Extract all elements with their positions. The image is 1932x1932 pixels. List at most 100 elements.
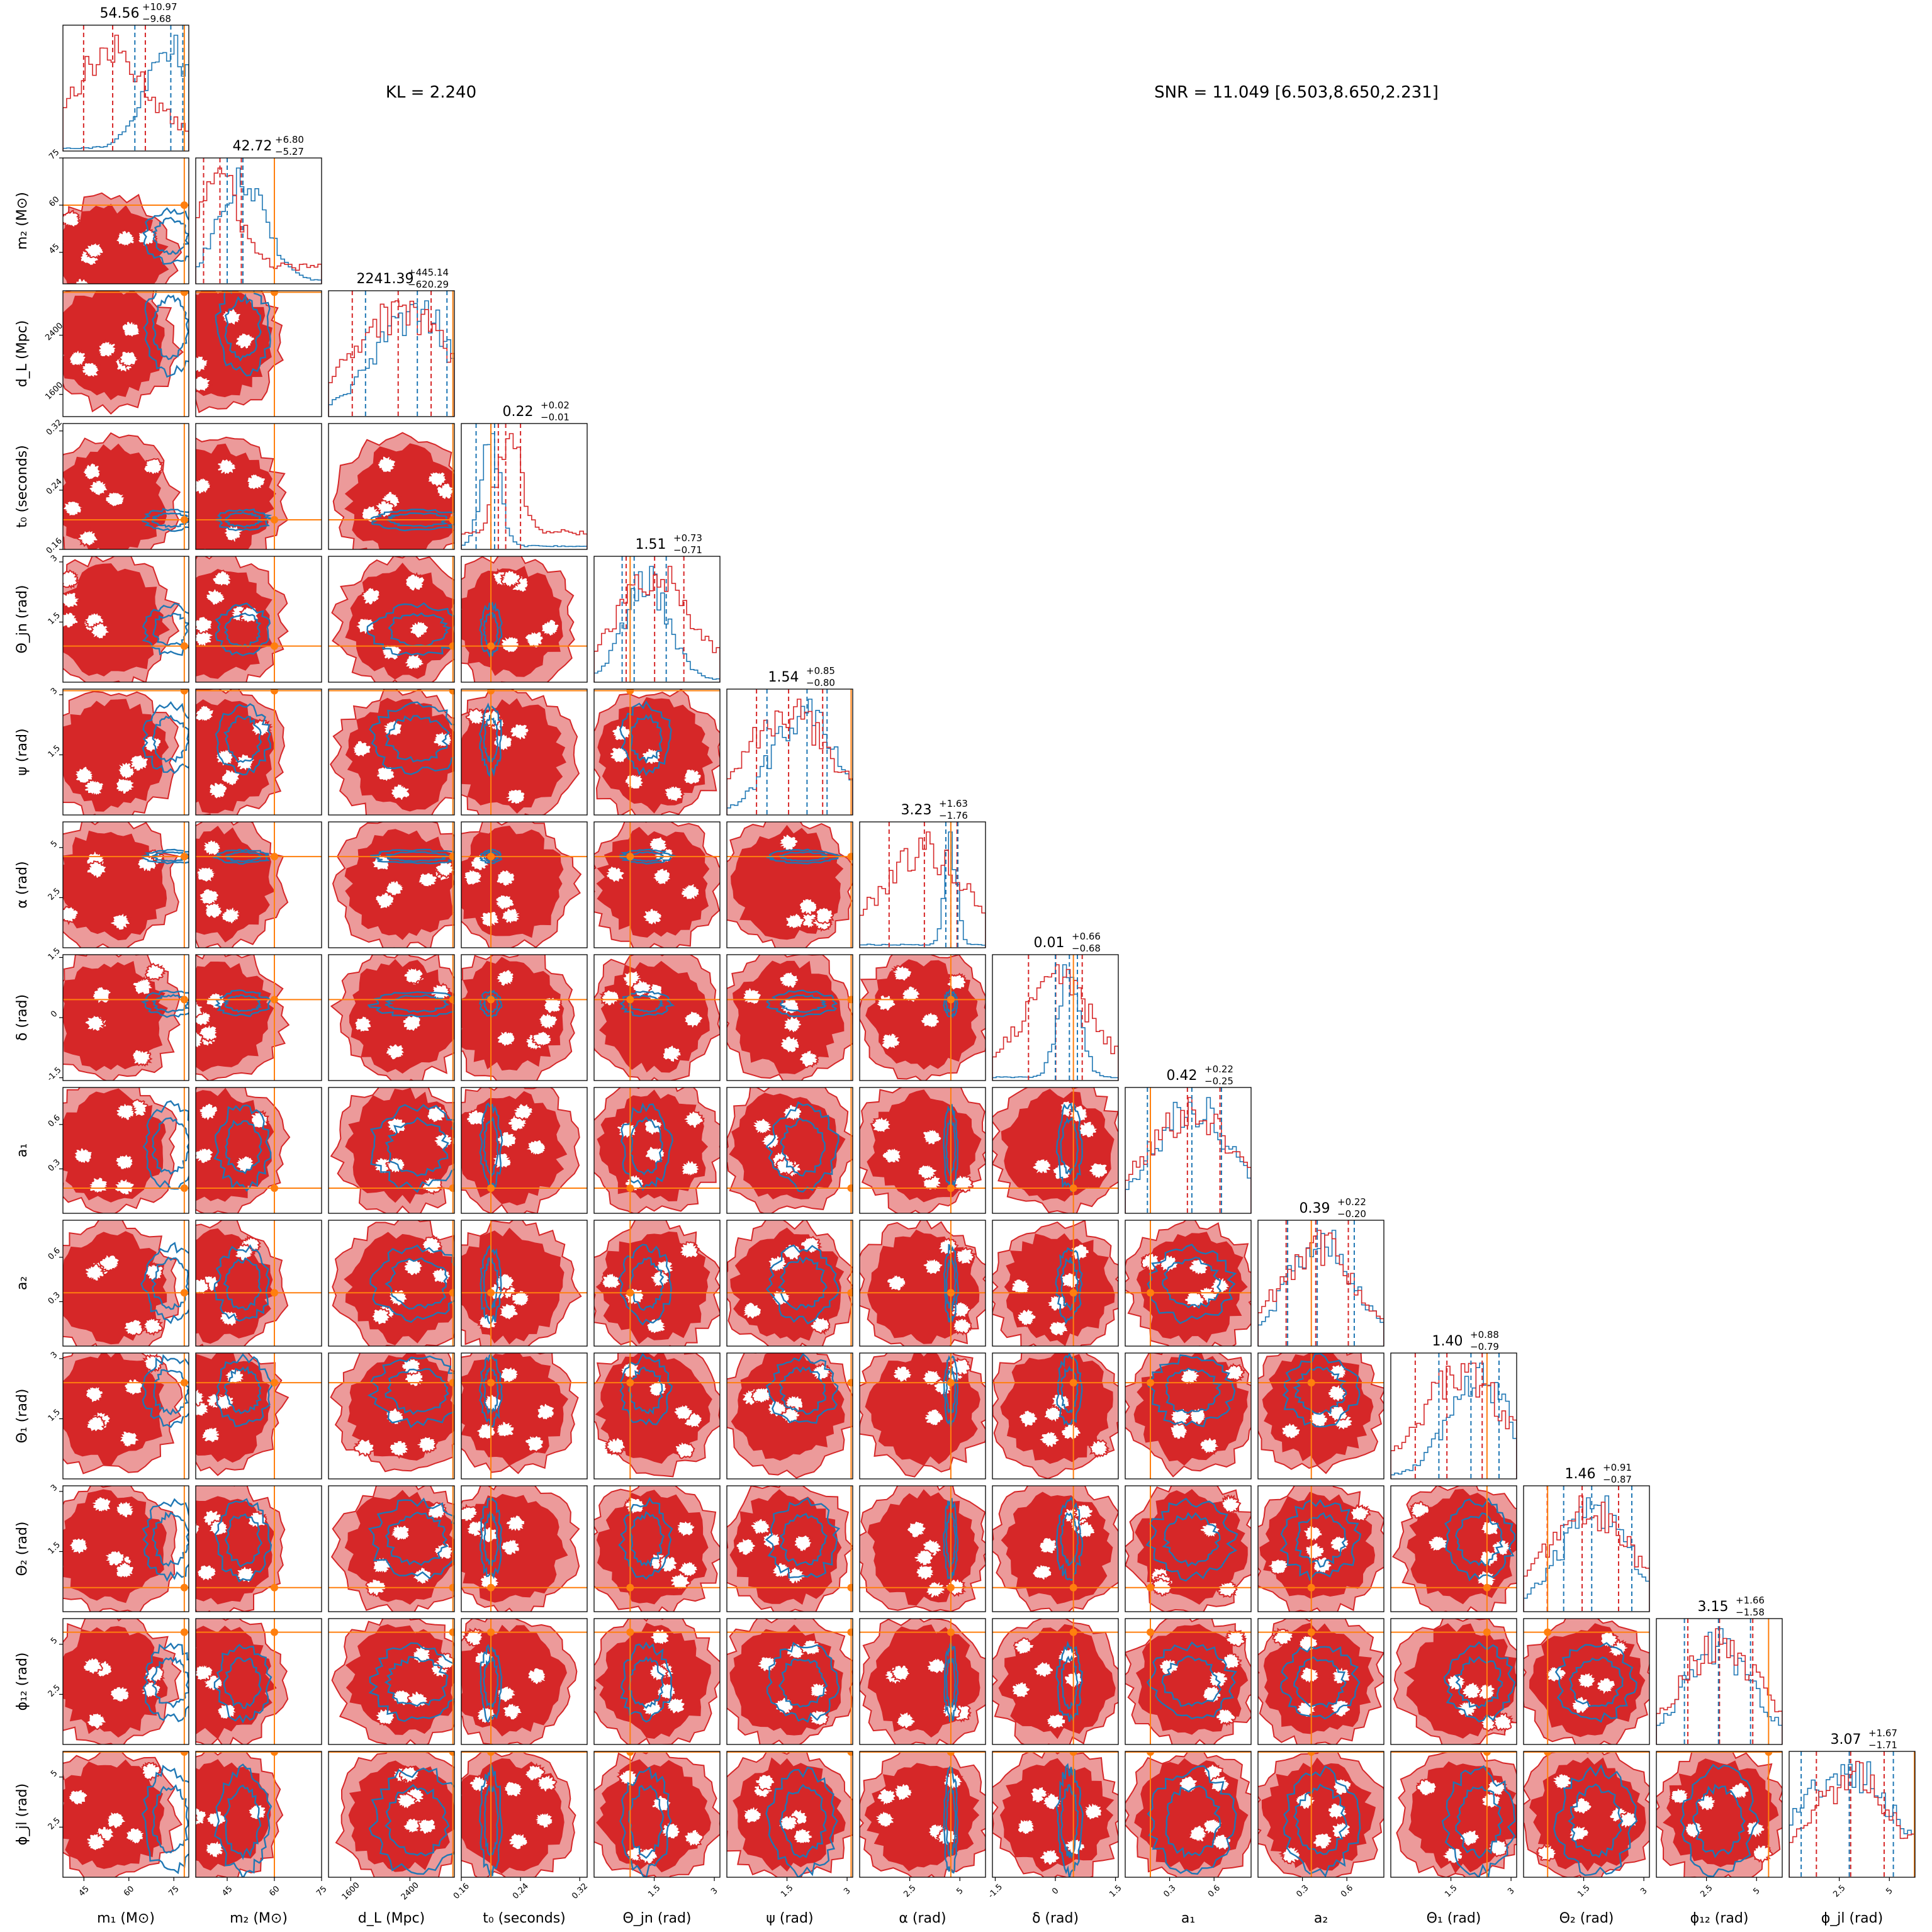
red-contour-hole (741, 986, 763, 1006)
truth-marker (1307, 1628, 1315, 1636)
panel-content (63, 291, 189, 417)
red-histogram (1258, 1230, 1384, 1346)
red-contour-hole (874, 994, 897, 1013)
truth-marker (847, 1583, 853, 1592)
red-contour-hole (1427, 1533, 1449, 1553)
truth-marker (449, 1379, 454, 1387)
red-histogram (1789, 1761, 1915, 1877)
blue-contour-outer (213, 1763, 272, 1877)
truth-marker (1544, 1751, 1552, 1756)
panel-10-8 (1125, 1352, 1252, 1480)
red-histogram (860, 831, 986, 948)
panel-content (594, 1751, 720, 1877)
red-contour-hole (196, 1031, 204, 1048)
panel-content (860, 1619, 986, 1744)
panel-title-plus: +10.97 (142, 1, 177, 13)
red-contour-hole (534, 1773, 558, 1793)
red-contour-hole (220, 768, 242, 788)
panel-content (1125, 1751, 1251, 1877)
panel-12-4 (593, 1618, 721, 1745)
blue-contour-outer (1055, 1102, 1084, 1193)
panel-10-1 (195, 1352, 322, 1480)
blue-contour-outer (765, 1101, 840, 1193)
panel-9-5 (726, 1220, 853, 1347)
blue-contour-outer (765, 1244, 840, 1325)
red-contour-hole (1038, 1846, 1062, 1866)
red-contour-hole (199, 839, 223, 857)
red-contour-hole (674, 1519, 697, 1538)
panel-frame (593, 1220, 721, 1347)
red-contour-hole (1278, 1845, 1303, 1865)
red-contour-hole (1279, 1421, 1301, 1441)
truth-marker (180, 1583, 188, 1592)
panel-frame (195, 821, 322, 948)
panel-content (727, 1619, 853, 1744)
panel-content (1524, 1751, 1649, 1877)
y-axis-label: ϕ₁₂ (rad) (14, 1653, 30, 1711)
panel-13-7: -1.5 0 1.5δ (rad) (987, 1751, 1124, 1926)
panel-content (594, 689, 720, 815)
red-contour-hole (496, 1030, 516, 1048)
red-contour-hole (792, 1534, 814, 1553)
panel-frame (328, 1087, 455, 1214)
red-contour-hole (63, 904, 81, 926)
truth-marker (449, 515, 454, 524)
truth-marker (626, 1379, 634, 1387)
red-contour-hole (115, 1102, 137, 1121)
truth-marker (626, 1628, 634, 1636)
panel-content (196, 1087, 322, 1213)
truth-marker (626, 1751, 634, 1756)
truth-marker (1307, 1751, 1315, 1756)
panel-frame (195, 290, 322, 417)
red-contour-mid (596, 1759, 711, 1873)
panel-6-0: 2.55α (rad) (14, 821, 189, 948)
red-histogram (196, 167, 322, 284)
panel-7-3 (461, 954, 588, 1081)
red-contour-hole (1069, 1104, 1091, 1124)
panel-frame (195, 1220, 322, 1347)
panel-7-5 (726, 954, 853, 1081)
panel-content (63, 25, 189, 151)
panel-frame (1656, 1618, 1783, 1745)
red-contour-hole (353, 1438, 376, 1457)
red-contour-hole (478, 909, 502, 929)
panel-title: 3.23 (901, 802, 932, 818)
red-contour-hole (82, 1832, 108, 1852)
red-contour-hole (98, 1254, 121, 1272)
blue-contour-inner (151, 1117, 189, 1175)
blue-contour-outer (766, 1641, 840, 1723)
panel-7-7: 0.01 +0.66−0.68 (992, 931, 1119, 1081)
red-contour-hole (680, 767, 703, 786)
red-contour-hole (85, 1711, 108, 1731)
panel-content (196, 1353, 322, 1479)
red-contour-hole (63, 569, 80, 590)
red-contour-hole (1201, 1817, 1223, 1836)
blue-contour-outer (369, 701, 454, 775)
panel-content (63, 1619, 189, 1744)
panel-frame (859, 1618, 986, 1745)
red-contour-hole (231, 1243, 256, 1263)
red-contour-mid (63, 1626, 168, 1738)
panel-title-plus: +1.67 (1868, 1727, 1897, 1739)
red-contour-hole (539, 617, 561, 639)
red-contour-hole (250, 718, 273, 737)
blue-contour-inner (483, 1510, 499, 1566)
blue-contour-outer (943, 1244, 959, 1323)
panel-12-2 (328, 1618, 455, 1745)
red-contour-hole (532, 1811, 554, 1830)
panel-title-plus: +0.91 (1603, 1462, 1632, 1473)
panel-content (329, 1220, 454, 1346)
blue-contour-outer (1554, 1642, 1637, 1723)
red-contour-hole (72, 276, 93, 284)
red-contour-hole (506, 1831, 529, 1851)
panel-frame (328, 1751, 455, 1878)
red-contour-hole (741, 1805, 763, 1824)
panel-title: 0.39 (1300, 1201, 1330, 1216)
truth-marker (1147, 1379, 1154, 1387)
red-contour-hole (82, 778, 106, 799)
panel-frame (1390, 1352, 1517, 1480)
